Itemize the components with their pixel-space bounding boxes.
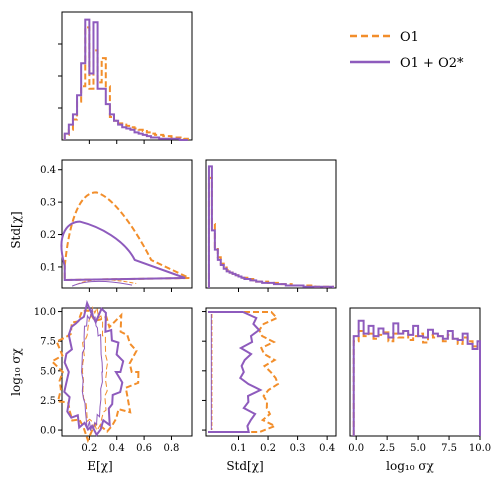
x-label-mean: E[χ]: [87, 459, 112, 473]
contour-mean-log-sigma-ytick-label: 0.0: [40, 426, 56, 437]
x-label-std: Std[χ]: [226, 459, 263, 473]
contour-std-log-sigma-xtick-label: 0.1: [231, 443, 247, 454]
hist-std-panel-frame: [205, 159, 337, 289]
contour-mean-log-sigma-outer-o1o2: [63, 299, 125, 437]
contour-std-log-sigma-outer-o1: [208, 311, 280, 433]
contour-mean-log-sigma-panel: 0.2 0.4 0.6 0.8 0.0 2.5 5.0 7.5 10.0: [34, 299, 193, 454]
contour-mean-log-sigma-xtick-label: 0.4: [109, 443, 125, 454]
hist-log-sigma-series-o1o2: [352, 319, 481, 436]
contour-mean-log-sigma-ytick-label: 7.5: [40, 337, 56, 348]
contour-mean-std-ytick-label: 0.3: [40, 198, 56, 209]
y-label-std: Std[χ]: [9, 211, 23, 248]
contour-mean-std-panel-frame: [61, 159, 193, 289]
contour-mean-log-sigma-ytick-label: 10.0: [34, 307, 56, 318]
contour-std-log-sigma-outer-o1o2: [208, 311, 263, 433]
contour-mean-std-ytick-label: 0.4: [40, 165, 56, 176]
contour-mean-log-sigma-outer-o1: [50, 309, 140, 444]
contour-mean-std-inner-o1o2: [71, 280, 133, 287]
contour-std-log-sigma-xtick-label: 0.4: [319, 443, 335, 454]
legend: O1 O1 + O2*: [350, 30, 464, 71]
contour-std-log-sigma-xtick-label: 0.2: [260, 443, 276, 454]
hist-mean-series-o1o2: [63, 18, 188, 141]
contour-std-log-sigma-panel-frame: [205, 307, 337, 437]
contour-mean-log-sigma-ytick-label: 5.0: [40, 366, 56, 377]
contour-mean-std-ytick-label: 0.2: [40, 230, 56, 241]
hist-log-sigma-xtick-label: 5.0: [410, 443, 426, 454]
contour-std-log-sigma-xtick-label: 0.3: [290, 443, 306, 454]
legend-o1o2-label: O1 + O2*: [400, 56, 464, 71]
hist-log-sigma-xtick-label: 2.5: [379, 443, 395, 454]
legend-o1-label: O1: [400, 30, 419, 45]
hist-log-sigma-xtick-label: 0.0: [348, 443, 364, 454]
contour-mean-std-ytick-label: 0.1: [40, 262, 56, 273]
hist-log-sigma-series-o1: [352, 330, 481, 436]
hist-log-sigma-panel: 0.0 2.5 5.0 7.5 10.0: [348, 307, 491, 454]
contour-mean-log-sigma-xtick-label: 0.2: [81, 443, 97, 454]
panels: 0.0 2.5 5.0 7.5 10.0 0.1 0.2 0.3 0.4 0.2 0.4 0.6 0.8…: [34, 11, 491, 454]
contour-mean-std-outer-o1: [63, 191, 190, 282]
hist-log-sigma-xtick-label: 7.5: [441, 443, 457, 454]
hist-std-series-o1: [207, 176, 335, 288]
contour-mean-log-sigma-inner-o1o2: [81, 308, 104, 431]
hist-std-series-o1o2: [207, 165, 335, 288]
hist-std-panel: [205, 159, 337, 292]
hist-mean-series-o1: [63, 26, 189, 140]
y-label-log-sigma: log₁₀ σχ: [9, 347, 23, 395]
contour-mean-std-panel: 0.1 0.2 0.3 0.4: [40, 159, 193, 292]
hist-log-sigma-xtick-label: 10.0: [469, 443, 491, 454]
contour-mean-log-sigma-inner-o1: [81, 305, 109, 432]
contour-mean-log-sigma-xtick-label: 0.6: [136, 443, 152, 454]
contour-mean-log-sigma-xtick-label: 0.8: [164, 443, 180, 454]
x-label-log-sigma: log₁₀ σχ: [386, 459, 434, 473]
contour-mean-std-outer-o1o2: [60, 220, 186, 282]
hist-mean-panel: [58, 11, 193, 144]
contour-std-log-sigma-panel: 0.1 0.2 0.3 0.4: [202, 307, 337, 454]
contour-mean-log-sigma-ytick-label: 2.5: [40, 396, 56, 407]
